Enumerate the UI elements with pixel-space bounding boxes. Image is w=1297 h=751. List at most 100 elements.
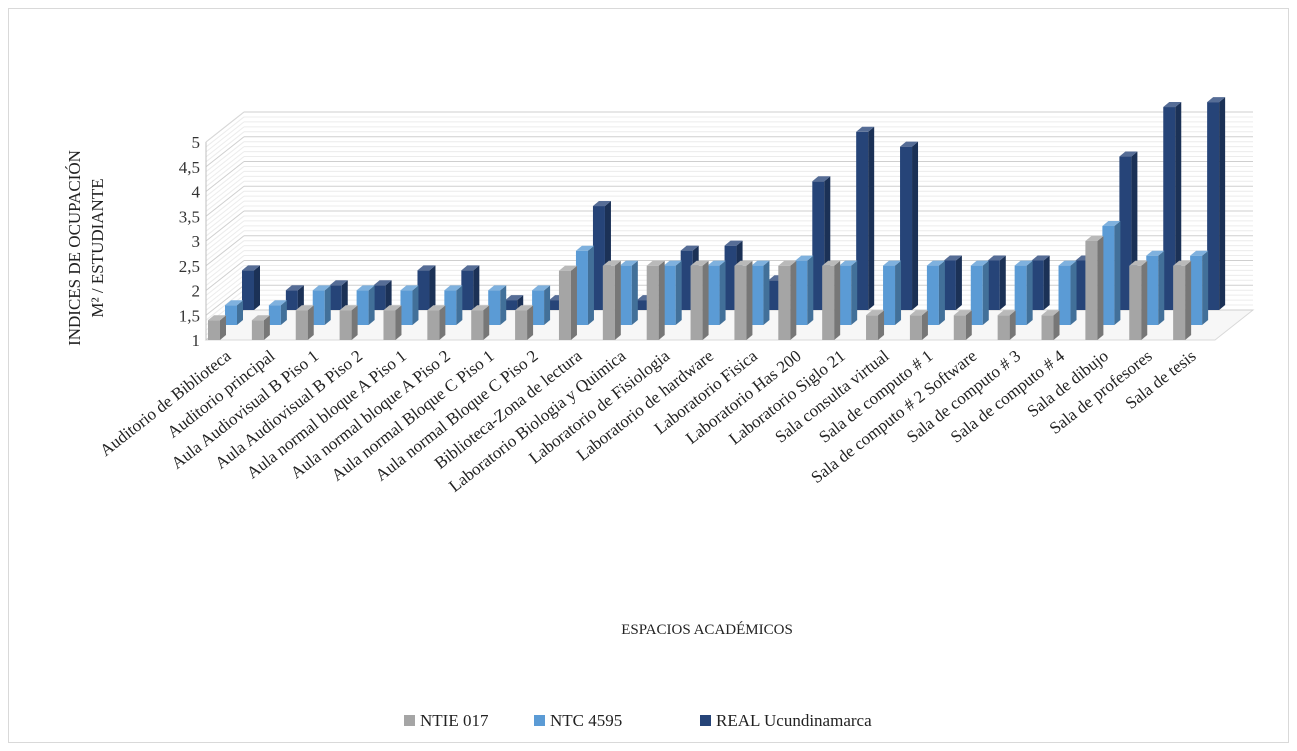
bar-side[interactable] bbox=[341, 280, 348, 310]
bar-front[interactable] bbox=[242, 270, 254, 310]
bar-side[interactable] bbox=[999, 255, 1006, 311]
bar-side[interactable] bbox=[1185, 260, 1192, 340]
bar[interactable] bbox=[900, 141, 919, 310]
bar-front[interactable] bbox=[444, 290, 457, 325]
bar[interactable] bbox=[383, 305, 402, 340]
bar[interactable] bbox=[953, 310, 972, 340]
bar-front[interactable] bbox=[646, 265, 659, 340]
bar[interactable] bbox=[295, 305, 314, 340]
bar-side[interactable] bbox=[878, 310, 885, 340]
bar-side[interactable] bbox=[790, 260, 797, 340]
bar-top[interactable] bbox=[592, 201, 611, 207]
bar[interactable] bbox=[329, 280, 348, 310]
bar[interactable] bbox=[461, 265, 480, 310]
bar-side[interactable] bbox=[237, 300, 243, 325]
bar[interactable] bbox=[690, 260, 709, 340]
bar-front[interactable] bbox=[1014, 265, 1027, 325]
bar-top[interactable] bbox=[926, 260, 945, 266]
bar[interactable] bbox=[970, 260, 989, 325]
bar-side[interactable] bbox=[307, 305, 314, 340]
bar-top[interactable] bbox=[724, 240, 743, 246]
bar-top[interactable] bbox=[356, 285, 375, 291]
bar[interactable] bbox=[619, 260, 638, 325]
bar[interactable] bbox=[795, 255, 814, 325]
bar-front[interactable] bbox=[461, 270, 474, 310]
bar-front[interactable] bbox=[900, 146, 913, 310]
bar-top[interactable] bbox=[822, 260, 841, 266]
bar-top[interactable] bbox=[1146, 250, 1165, 256]
bar-top[interactable] bbox=[707, 260, 726, 266]
bar-side[interactable] bbox=[868, 126, 875, 310]
bar[interactable] bbox=[505, 295, 524, 310]
bar-front[interactable] bbox=[970, 265, 983, 325]
bar-front[interactable] bbox=[312, 290, 325, 325]
bar-front[interactable] bbox=[1207, 102, 1220, 310]
bar-top[interactable] bbox=[866, 310, 885, 316]
bar-top[interactable] bbox=[268, 300, 287, 306]
bar-side[interactable] bbox=[763, 260, 770, 325]
bar-top[interactable] bbox=[558, 265, 577, 271]
bar-side[interactable] bbox=[368, 285, 375, 325]
bar-front[interactable] bbox=[680, 250, 693, 310]
bar[interactable] bbox=[1173, 260, 1192, 340]
bar-top[interactable] bbox=[329, 280, 348, 286]
bar[interactable] bbox=[646, 260, 665, 340]
bar-top[interactable] bbox=[1207, 97, 1226, 103]
bar[interactable] bbox=[1085, 236, 1104, 340]
bar[interactable] bbox=[285, 285, 304, 310]
bar-side[interactable] bbox=[500, 285, 507, 325]
bar-top[interactable] bbox=[856, 126, 875, 132]
bar-front[interactable] bbox=[778, 265, 791, 340]
bar-front[interactable] bbox=[1173, 265, 1186, 340]
bar-side[interactable] bbox=[834, 260, 841, 340]
bar-top[interactable] bbox=[225, 300, 243, 306]
bar[interactable] bbox=[822, 260, 841, 340]
bar-top[interactable] bbox=[1085, 236, 1104, 241]
legend-item[interactable]: REAL Ucundinamarca bbox=[700, 711, 872, 730]
bar-side[interactable] bbox=[912, 141, 919, 310]
bar-front[interactable] bbox=[663, 265, 676, 325]
bar-side[interactable] bbox=[429, 265, 436, 310]
bar[interactable] bbox=[471, 305, 490, 340]
bar-side[interactable] bbox=[1175, 102, 1182, 310]
bar[interactable] bbox=[444, 285, 463, 325]
bar-front[interactable] bbox=[690, 265, 703, 340]
bar-side[interactable] bbox=[965, 310, 972, 340]
bar-front[interactable] bbox=[734, 265, 747, 340]
bar-top[interactable] bbox=[1014, 260, 1033, 266]
bar-side[interactable] bbox=[439, 305, 446, 340]
bar-front[interactable] bbox=[1146, 255, 1159, 325]
bar[interactable] bbox=[1058, 260, 1077, 325]
bar-side[interactable] bbox=[1009, 310, 1016, 340]
bar-side[interactable] bbox=[483, 305, 490, 340]
bar[interactable] bbox=[663, 260, 682, 325]
bar-top[interactable] bbox=[339, 305, 358, 311]
bar[interactable] bbox=[242, 265, 260, 310]
bar[interactable] bbox=[208, 315, 226, 340]
bar-front[interactable] bbox=[558, 270, 571, 340]
bar-side[interactable] bbox=[955, 255, 962, 311]
bar-top[interactable] bbox=[997, 310, 1016, 316]
bar-side[interactable] bbox=[1202, 250, 1209, 325]
bar-side[interactable] bbox=[570, 265, 577, 340]
bar[interactable] bbox=[532, 285, 551, 325]
bar-front[interactable] bbox=[592, 206, 605, 310]
bar-front[interactable] bbox=[1085, 241, 1098, 340]
bar-front[interactable] bbox=[208, 320, 220, 340]
bar-top[interactable] bbox=[515, 305, 534, 311]
bar-side[interactable] bbox=[675, 260, 682, 325]
bar-top[interactable] bbox=[646, 260, 665, 266]
bar-top[interactable] bbox=[619, 260, 638, 266]
bar-side[interactable] bbox=[614, 260, 621, 340]
bar[interactable] bbox=[312, 285, 331, 325]
bar-top[interactable] bbox=[751, 260, 770, 266]
bar[interactable] bbox=[839, 260, 858, 325]
bar-front[interactable] bbox=[768, 280, 781, 310]
bar-front[interactable] bbox=[1119, 156, 1132, 310]
bar-side[interactable] bbox=[254, 265, 260, 310]
bar-top[interactable] bbox=[795, 255, 814, 261]
bar-front[interactable] bbox=[471, 310, 484, 340]
bar-front[interactable] bbox=[926, 265, 939, 325]
bar-front[interactable] bbox=[724, 245, 737, 310]
bar[interactable] bbox=[602, 260, 621, 340]
